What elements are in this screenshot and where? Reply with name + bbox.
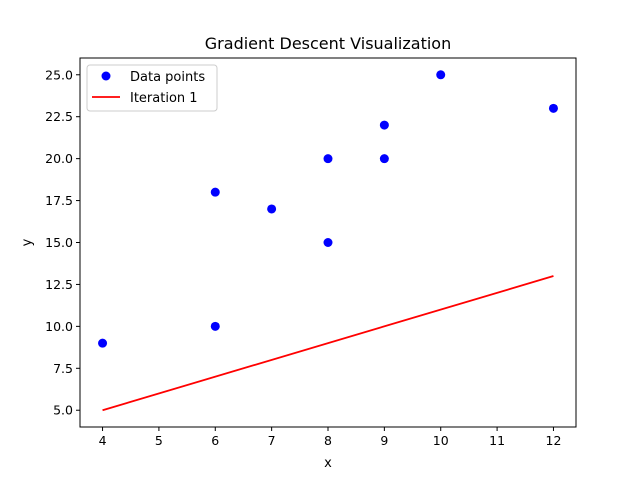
- y-tick-label: 25.0: [45, 67, 73, 82]
- legend: Data points Iteration 1: [86, 64, 218, 112]
- series-line-iteration-1: [102, 275, 554, 412]
- data-point: [210, 187, 220, 197]
- data-point: [323, 238, 333, 247]
- x-tick-label: 12: [546, 433, 562, 448]
- data-point: [323, 154, 333, 164]
- data-point: [548, 103, 558, 113]
- y-tick-label: 17.5: [45, 193, 73, 208]
- chart-title: Gradient Descent Visualization: [205, 34, 451, 53]
- x-tick-label: 6: [211, 433, 219, 448]
- data-point: [267, 204, 277, 214]
- y-tick-label: 5.0: [53, 403, 73, 418]
- x-tick-label: 4: [99, 433, 107, 448]
- y-axis-label: y: [20, 238, 35, 246]
- x-axis-label: x: [324, 456, 332, 471]
- y-tick-label: 15.0: [45, 235, 73, 250]
- y-tick-label: 10.0: [45, 319, 73, 334]
- legend-marker-data-points: [101, 71, 111, 81]
- data-point: [379, 120, 389, 130]
- x-tick-label: 7: [268, 433, 276, 448]
- y-tick-label: 12.5: [45, 277, 73, 292]
- x-tick-label: 11: [489, 433, 505, 448]
- x-tick-label: 8: [324, 433, 332, 448]
- y-axis-ticks: 5.0 7.5 10.0 12.5 15.0 17.5 20.0 22.5 25.0: [45, 67, 80, 418]
- x-tick-label: 9: [380, 433, 388, 448]
- x-tick-label: 5: [155, 433, 163, 448]
- y-tick-label: 22.5: [45, 109, 73, 124]
- data-layer: [98, 70, 558, 412]
- y-tick-label: 7.5: [53, 361, 73, 376]
- legend-box: [86, 64, 218, 112]
- x-axis-ticks: 4 5 6 7 8 9 10 11 12: [99, 427, 562, 448]
- y-tick-label: 20.0: [45, 151, 73, 166]
- legend-label-data-points: Data points: [130, 70, 205, 85]
- data-point: [98, 338, 108, 348]
- data-point: [436, 70, 446, 80]
- x-tick-label: 10: [433, 433, 449, 448]
- data-point: [210, 321, 220, 331]
- legend-label-iteration-1: Iteration 1: [130, 91, 198, 106]
- data-point: [379, 154, 389, 164]
